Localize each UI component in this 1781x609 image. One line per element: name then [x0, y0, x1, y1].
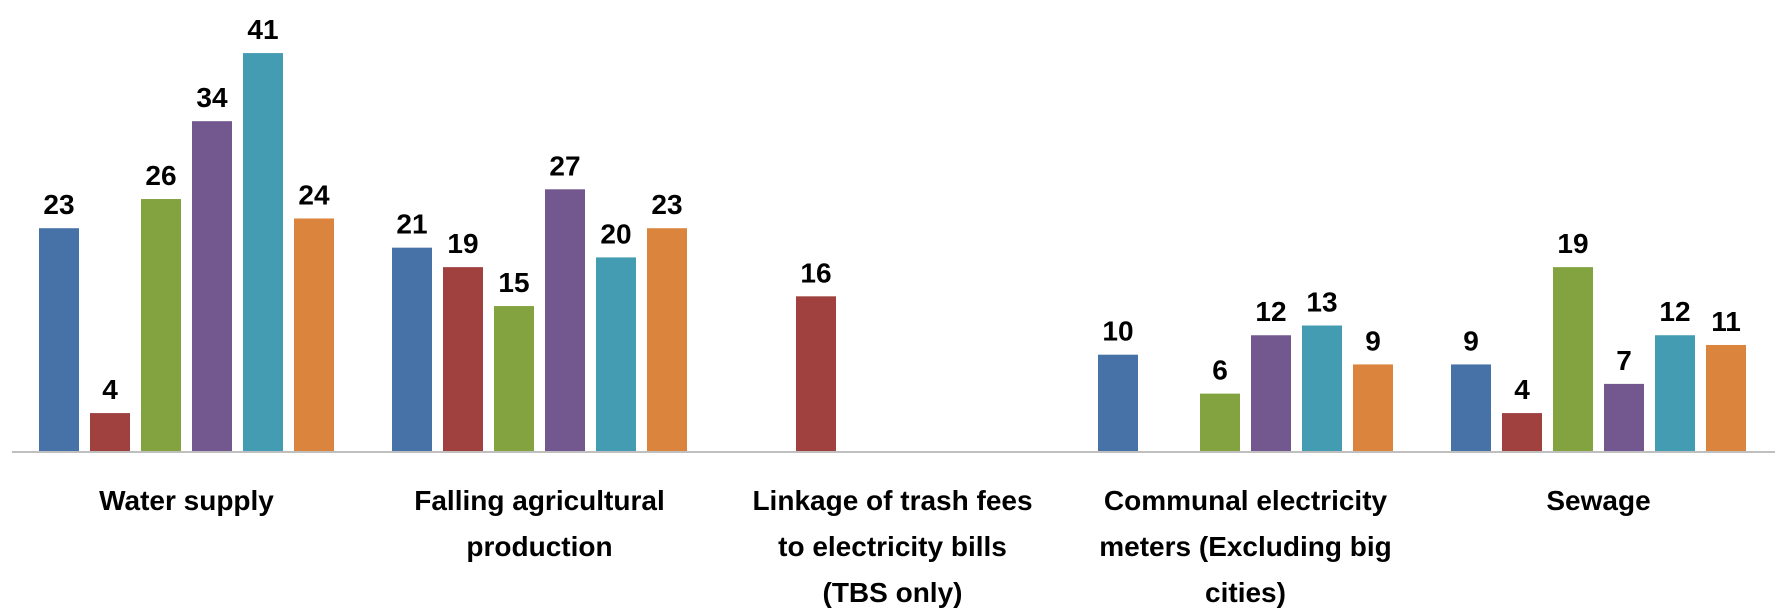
category-label-2-line-2: production: [466, 531, 612, 562]
bar-series-1-category-1: [39, 228, 79, 452]
bar-series-6-category-5: [1706, 344, 1746, 452]
data-label-series-6-category-5: 11: [1711, 306, 1741, 337]
bars-layer: [39, 53, 1746, 453]
bar-series-3-category-4: [1200, 393, 1240, 452]
data-label-series-1-category-1: 23: [43, 189, 74, 220]
data-label-series-2-category-1: 4: [102, 374, 118, 405]
data-label-series-6-category-1: 24: [298, 179, 330, 210]
data-label-series-3-category-4: 6: [1212, 355, 1228, 386]
category-label-3-line-2: to electricity bills: [778, 531, 1007, 562]
bar-series-2-category-5: [1502, 413, 1542, 452]
data-label-series-1-category-2: 21: [396, 209, 427, 240]
bar-series-6-category-1: [294, 218, 334, 452]
bar-series-3-category-5: [1553, 267, 1593, 452]
bar-series-5-category-2: [596, 257, 636, 452]
bar-series-3-category-2: [494, 306, 534, 452]
bar-series-2-category-1: [90, 413, 130, 452]
bar-series-4-category-5: [1604, 383, 1644, 452]
data-label-series-3-category-5: 19: [1557, 228, 1588, 259]
category-label-5-line-1: Sewage: [1546, 485, 1650, 516]
bar-series-4-category-1: [192, 121, 232, 453]
category-label-3-line-3: (TBS only): [823, 577, 963, 608]
bar-series-4-category-2: [545, 189, 585, 453]
category-label-1-line-1: Water supply: [99, 485, 274, 516]
bar-series-1-category-5: [1451, 364, 1491, 452]
category-label-3-line-1: Linkage of trash fees: [752, 485, 1032, 516]
bar-series-6-category-2: [647, 228, 687, 452]
data-label-series-5-category-5: 12: [1659, 296, 1690, 327]
category-labels-layer: Water supply Falling agricultural producti…: [99, 485, 1651, 608]
data-label-series-6-category-2: 23: [651, 189, 682, 220]
data-label-series-3-category-1: 26: [145, 160, 176, 191]
data-label-series-2-category-2: 19: [447, 228, 478, 259]
data-label-series-5-category-2: 20: [600, 218, 631, 249]
bar-series-1-category-2: [392, 247, 432, 452]
data-label-series-2-category-3: 16: [800, 257, 831, 288]
bar-series-1-category-4: [1098, 354, 1138, 452]
data-labels-layer: 23 4 26 34 41 24 21 19 15 27 20 23 16 10 6 12 13 9 9 4 19 7 12…: [43, 14, 1740, 405]
bar-series-4-category-4: [1251, 335, 1291, 452]
data-label-series-4-category-5: 7: [1616, 345, 1632, 376]
category-label-4-line-1: Communal electricity: [1104, 485, 1388, 516]
data-label-series-4-category-4: 12: [1255, 296, 1286, 327]
data-label-series-1-category-4: 10: [1102, 316, 1133, 347]
data-label-series-4-category-1: 34: [196, 82, 228, 113]
bar-series-2-category-2: [443, 267, 483, 452]
data-label-series-1-category-5: 9: [1463, 325, 1479, 356]
bar-series-3-category-1: [141, 199, 181, 452]
category-label-4-line-3: cities): [1205, 577, 1286, 608]
bar-series-5-category-5: [1655, 335, 1695, 452]
category-label-4-line-2: meters (Excluding big: [1099, 531, 1392, 562]
bar-series-2-category-3: [796, 296, 836, 452]
bar-series-5-category-1: [243, 53, 283, 452]
bar-series-5-category-4: [1302, 325, 1342, 452]
data-label-series-3-category-2: 15: [498, 267, 529, 298]
data-label-series-6-category-4: 9: [1365, 325, 1381, 356]
data-label-series-2-category-5: 4: [1514, 374, 1530, 405]
data-label-series-4-category-2: 27: [549, 150, 580, 181]
bar-series-6-category-4: [1353, 364, 1393, 452]
data-label-series-5-category-1: 41: [247, 14, 278, 45]
data-label-series-5-category-4: 13: [1306, 287, 1337, 318]
category-label-2-line-1: Falling agricultural: [414, 485, 664, 516]
